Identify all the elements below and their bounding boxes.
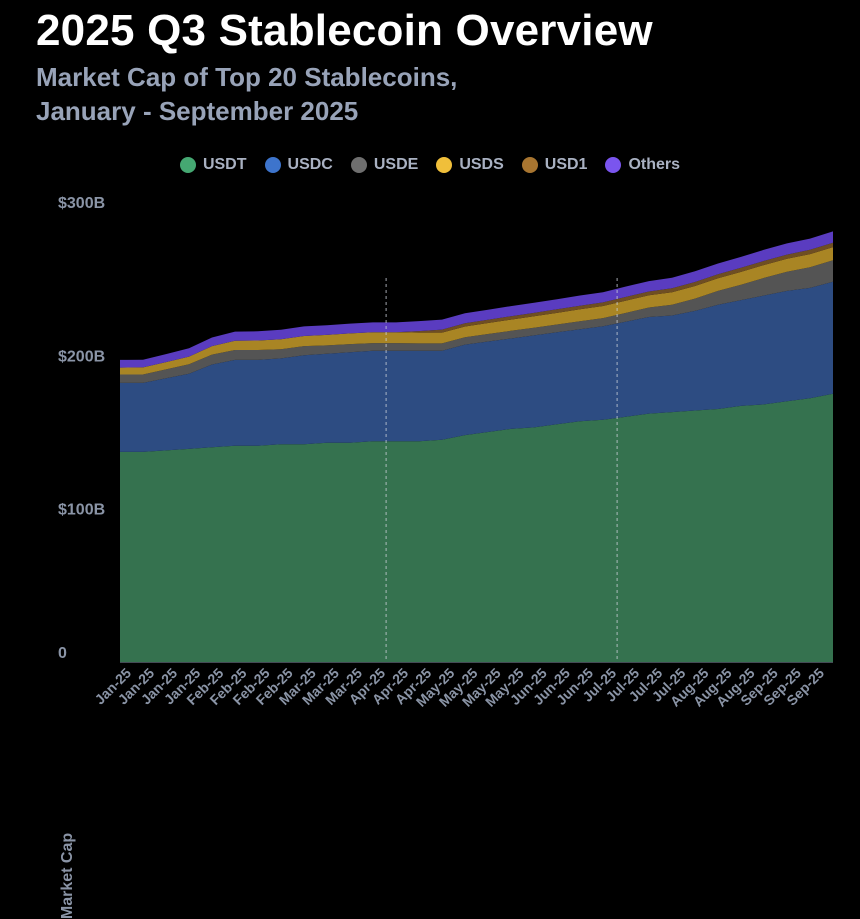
y-tick-label: $100B — [58, 502, 105, 519]
legend-item-usdc[interactable]: USDC — [264, 156, 333, 174]
legend-label-usdt: USDT — [202, 156, 247, 173]
area-others — [120, 231, 833, 368]
stacked-area-chart: 0 $100B $200B $300B Jan-25Jan-25Jan-25Jan-2… — [58, 195, 833, 710]
y-tick-label: $300B — [58, 195, 105, 212]
legend-swatch-usde — [350, 157, 367, 173]
legend-label-usdc: USDC — [287, 156, 333, 173]
legend-label-usde: USDE — [373, 156, 419, 173]
area-usdc — [120, 281, 833, 452]
y-axis-label: Market Cap — [59, 832, 76, 919]
legend-label-usd1: USD1 — [544, 156, 588, 173]
chart-title: 2025 Q3 Stablecoin Overview — [36, 6, 653, 55]
chart-subtitle: Market Cap of Top 20 Stablecoins, Januar… — [36, 60, 596, 128]
y-tick-label: 0 — [58, 645, 67, 662]
area-usds — [120, 247, 833, 375]
legend-swatch-others — [605, 157, 622, 173]
legend-item-usdt[interactable]: USDT — [179, 156, 247, 174]
legend-item-usd1[interactable]: USD1 — [521, 156, 588, 174]
legend-swatch-usd1 — [521, 157, 538, 173]
area-usdt — [120, 393, 833, 662]
legend-item-usde[interactable]: USDE — [350, 156, 419, 174]
y-tick-label: $200B — [58, 348, 105, 365]
legend-label-others: Others — [628, 156, 681, 173]
reference-lines — [385, 278, 618, 662]
series-areas — [120, 231, 833, 662]
chart-legend: USDT USDC USDE USDS USD1 Others — [0, 156, 860, 174]
legend-item-usds[interactable]: USDS — [436, 156, 504, 174]
legend-label-usds: USDS — [459, 156, 504, 173]
legend-swatch-usds — [436, 157, 453, 173]
subtitle-line-2: January - September 2025 — [36, 96, 359, 126]
x-axis-ticks: Jan-25Jan-25Jan-25Jan-25Feb-25Feb-25Feb-… — [91, 665, 827, 710]
legend-item-others[interactable]: Others — [605, 156, 680, 174]
y-axis-ticks: 0 $100B $200B $300B — [58, 195, 105, 662]
legend-swatch-usdt — [179, 157, 196, 173]
legend-swatch-usdc — [264, 157, 281, 173]
area-usde — [120, 260, 833, 383]
subtitle-line-1: Market Cap of Top 20 Stablecoins, — [36, 62, 458, 92]
